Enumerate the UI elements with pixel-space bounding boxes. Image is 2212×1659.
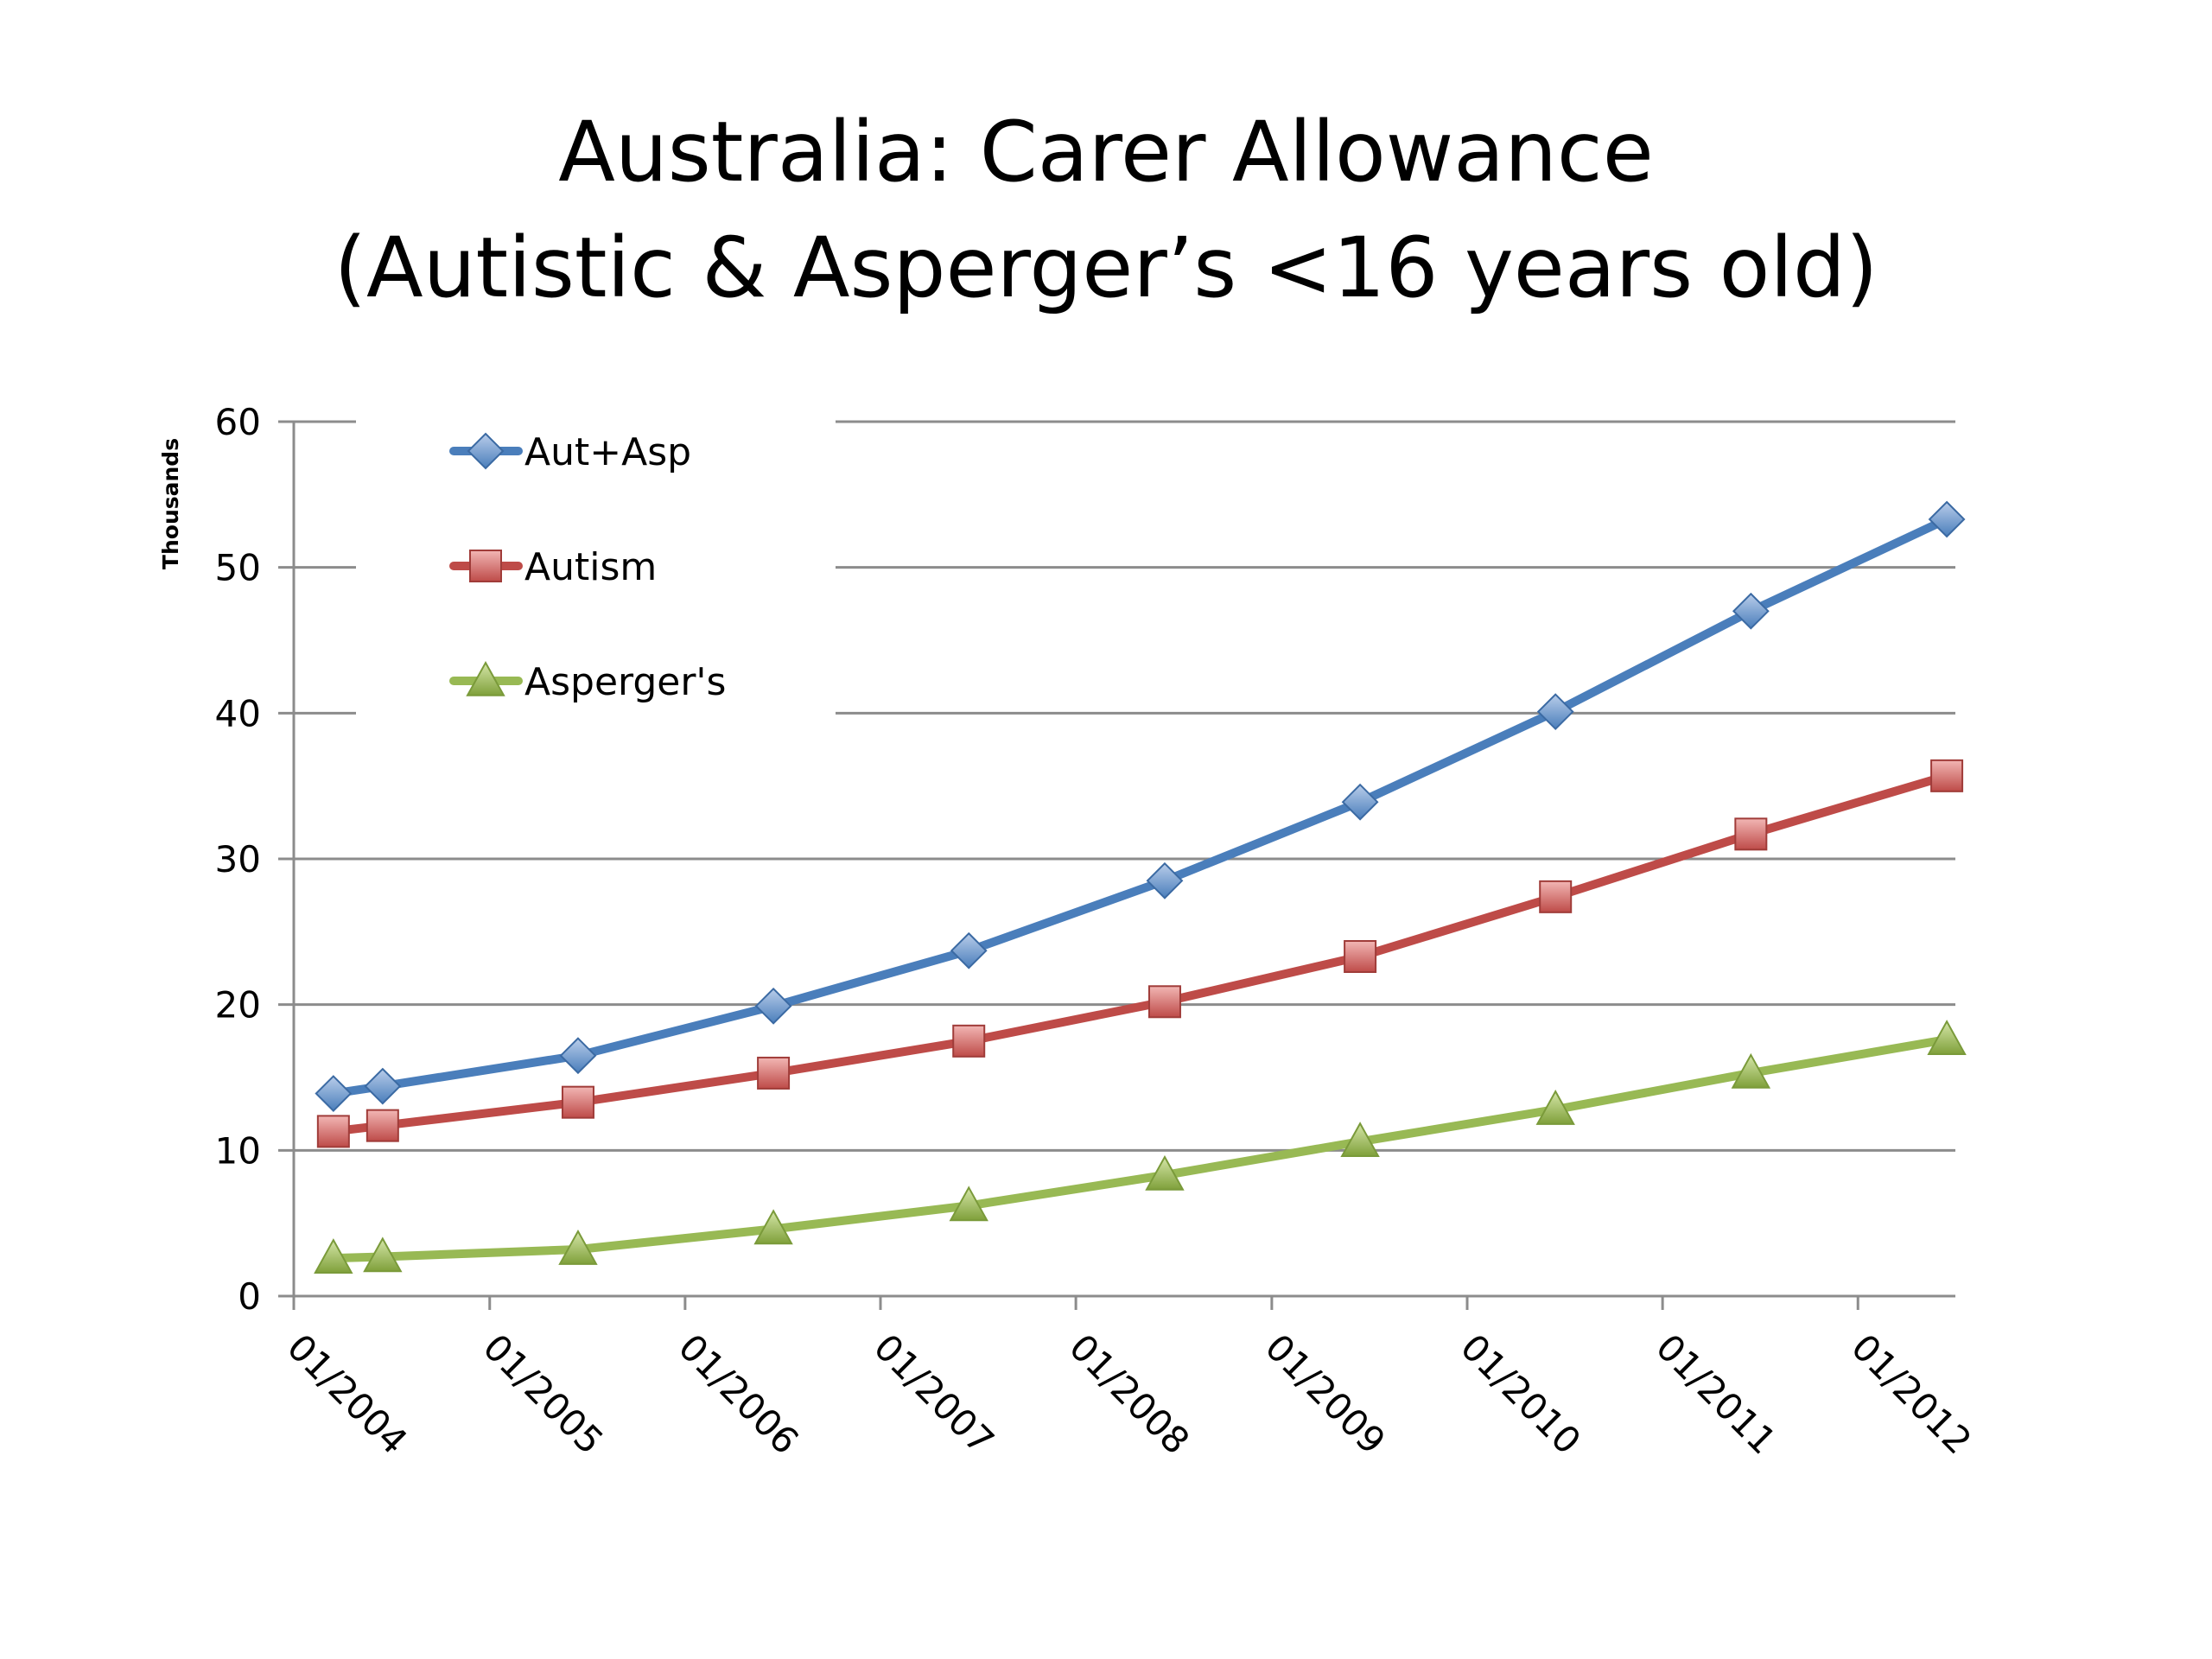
data-point-0	[1732, 592, 1770, 630]
x-tick-label: 01/2007	[866, 1325, 1002, 1462]
data-point-1	[561, 1085, 594, 1119]
y-tick-label: 0	[238, 1275, 261, 1318]
legend-label-0: Aut+Asp	[524, 430, 691, 474]
data-point-0	[1341, 783, 1379, 821]
data-point-2	[949, 1185, 988, 1222]
data-point-1	[365, 1109, 399, 1142]
data-point-2	[753, 1209, 793, 1245]
data-point-2	[1340, 1122, 1380, 1158]
data-point-2	[1927, 1020, 1967, 1055]
legend-background	[356, 393, 836, 739]
legend-label-2: Asperger's	[524, 660, 726, 704]
y-tick-label: 30	[215, 838, 261, 880]
x-tick-label: 01/2008	[1061, 1325, 1198, 1462]
data-point-2	[363, 1236, 403, 1273]
x-tick-label: 01/2009	[1257, 1325, 1394, 1462]
x-tick-label: 01/2005	[475, 1325, 612, 1462]
data-point-1	[1147, 985, 1181, 1019]
x-tick-label: 01/2004	[279, 1325, 416, 1462]
data-point-2	[314, 1238, 353, 1274]
data-point-1	[316, 1115, 350, 1148]
data-point-1	[1344, 940, 1377, 974]
data-point-1	[952, 1024, 986, 1058]
data-point-2	[558, 1229, 598, 1265]
data-point-1	[757, 1056, 791, 1090]
legend-label-1: Autism	[524, 545, 657, 589]
y-tick-label: 40	[215, 692, 261, 734]
data-point-0	[315, 1075, 353, 1112]
data-point-2	[1731, 1052, 1771, 1089]
series-line-1	[328, 771, 1952, 1136]
data-point-1	[1539, 880, 1573, 913]
y-tick-label: 50	[215, 547, 261, 589]
legend-marker-0	[467, 432, 505, 470]
x-tick-label: 01/2012	[1843, 1325, 1980, 1462]
x-tick-label: 01/2011	[1648, 1325, 1784, 1462]
data-point-2	[1145, 1154, 1185, 1191]
data-point-1	[1734, 817, 1768, 851]
y-tick-label: 20	[215, 984, 261, 1027]
legend-marker-2	[466, 660, 505, 696]
data-point-0	[950, 931, 988, 969]
series-line-0	[328, 515, 1952, 1098]
data-point-0	[1146, 861, 1184, 899]
x-tick-label: 01/2010	[1452, 1325, 1589, 1462]
chart-title-line-2: (Autistic & Asperger’s <16 years old)	[334, 219, 1878, 316]
data-point-0	[754, 987, 792, 1025]
data-point-2	[1535, 1090, 1575, 1125]
y-tick-label: 60	[215, 401, 261, 443]
data-point-0	[559, 1037, 597, 1075]
legend-marker-1	[469, 550, 502, 582]
y-axis-unit-label: Thousands	[158, 438, 183, 569]
data-point-0	[364, 1067, 402, 1105]
data-point-0	[1928, 500, 1966, 538]
data-point-0	[1536, 693, 1574, 731]
data-point-1	[1930, 759, 1964, 792]
series-line-2	[328, 1035, 1952, 1263]
x-tick-label: 01/2006	[671, 1325, 807, 1462]
chart-title-line-1: Australia: Carer Allowance	[558, 104, 1654, 200]
y-tick-label: 10	[215, 1129, 261, 1172]
